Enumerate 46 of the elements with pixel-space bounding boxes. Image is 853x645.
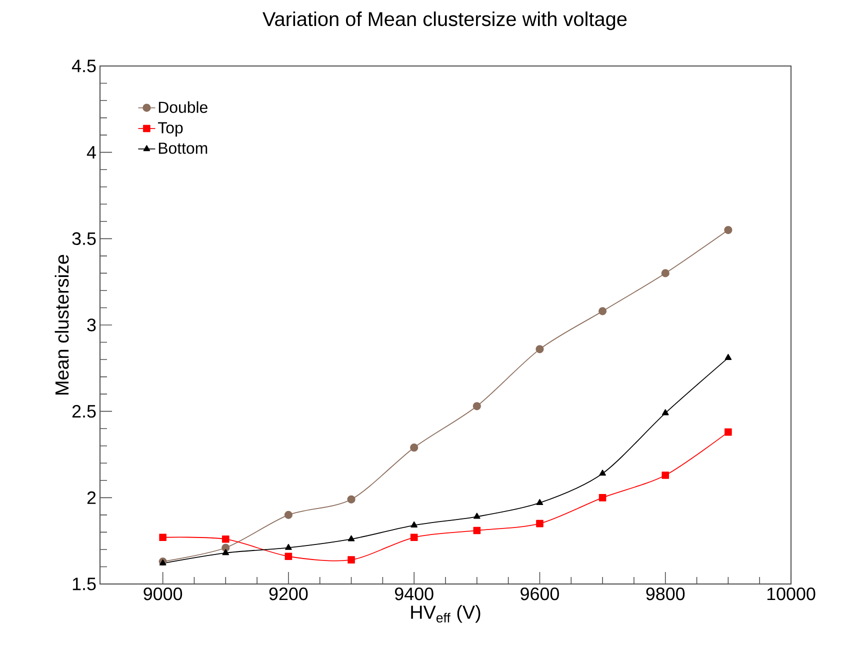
y-tick-label: 4.5 — [72, 60, 96, 72]
point — [724, 354, 732, 360]
y-tick-label: 1.5 — [72, 578, 96, 590]
x-tick-label: 9200 — [269, 588, 308, 600]
y-tick-label: 3 — [87, 318, 96, 332]
point — [661, 269, 670, 278]
point — [284, 552, 292, 560]
x-axis-title: HV$_{eff}$ (V) — [411, 605, 480, 623]
point — [662, 472, 670, 479]
point — [347, 495, 356, 504]
point — [159, 534, 166, 542]
point — [724, 428, 732, 436]
point — [473, 526, 481, 534]
x-tick-label: 10000 — [767, 588, 816, 600]
point — [662, 409, 669, 416]
point — [284, 510, 293, 519]
y-tick-label: 4 — [86, 146, 96, 158]
point — [222, 549, 230, 556]
legend-label: Double — [158, 101, 208, 113]
legend-label: Bottom — [158, 142, 208, 154]
y-tick-label: 2 — [87, 491, 96, 504]
point — [724, 226, 732, 234]
chart-title: Variation of Mean clustersize with voltage — [262, 12, 627, 30]
point — [598, 494, 606, 502]
y-axis-title: Mean clustersize — [54, 254, 69, 394]
point — [472, 402, 481, 410]
point — [599, 470, 606, 476]
point — [536, 498, 544, 505]
point — [348, 556, 355, 564]
x-tick-label: 9400 — [394, 588, 434, 600]
point — [536, 520, 544, 528]
point — [348, 535, 355, 542]
x-tick-label: 9600 — [520, 588, 559, 600]
point — [222, 535, 230, 543]
y-tick-label: 3.5 — [72, 232, 96, 246]
x-tick-label: 9000 — [144, 588, 182, 600]
point — [410, 534, 418, 542]
point — [474, 512, 480, 519]
y-tick-label: 2.5 — [72, 404, 96, 418]
legend-label: Top — [158, 122, 183, 137]
point — [410, 521, 418, 528]
point — [410, 444, 418, 452]
x-tick-label: 9800 — [646, 588, 685, 600]
point — [536, 345, 544, 354]
point — [285, 544, 292, 550]
point — [598, 307, 607, 316]
